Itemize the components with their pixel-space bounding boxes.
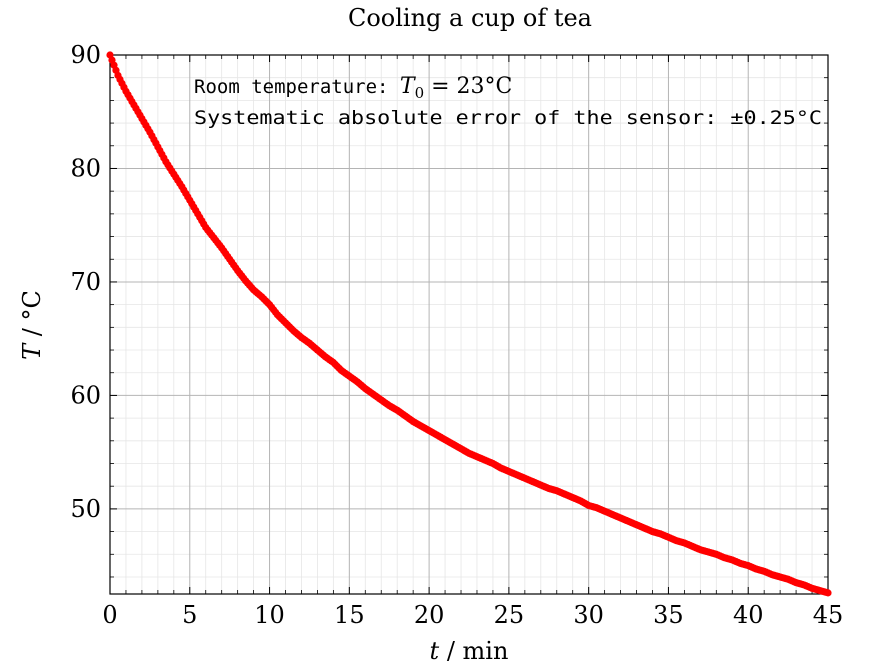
x-tick-label: 35 <box>653 601 684 629</box>
y-tick-labels: 50 60 70 80 90 <box>70 41 101 523</box>
y-axis-label: T / °C <box>18 290 46 360</box>
x-tick-label: 30 <box>573 601 604 629</box>
x-axis-label: t / min <box>430 637 509 665</box>
x-tick-label: 0 <box>102 601 117 629</box>
plot-frame <box>109 54 829 595</box>
x-tick-label: 40 <box>733 601 764 629</box>
data-point <box>824 589 832 597</box>
annotation-line-1: Room temperature: T0 = 23°C <box>194 74 512 102</box>
y-tick-label: 60 <box>70 381 101 409</box>
annotation-box: Room temperature: T0 = 23°C Systematic a… <box>194 74 822 129</box>
y-tick-label: 50 <box>70 495 101 523</box>
x-tick-label: 15 <box>334 601 365 629</box>
chart-title: Cooling a cup of tea <box>348 4 592 32</box>
data-points <box>106 51 832 597</box>
annotation-line-2: Systematic absolute error of the sensor:… <box>194 107 822 129</box>
x-tick-label: 10 <box>254 601 285 629</box>
x-tick-label: 25 <box>494 601 525 629</box>
x-tick-label: 20 <box>414 601 445 629</box>
y-tick-label: 80 <box>70 154 101 182</box>
x-tick-label: 5 <box>182 601 197 629</box>
x-tick-label: 45 <box>813 601 844 629</box>
axis-ticks <box>109 54 829 594</box>
x-tick-labels: 0 5 10 15 20 25 30 35 40 45 <box>102 601 843 629</box>
y-tick-label: 70 <box>70 268 101 296</box>
y-tick-label: 90 <box>70 41 101 69</box>
